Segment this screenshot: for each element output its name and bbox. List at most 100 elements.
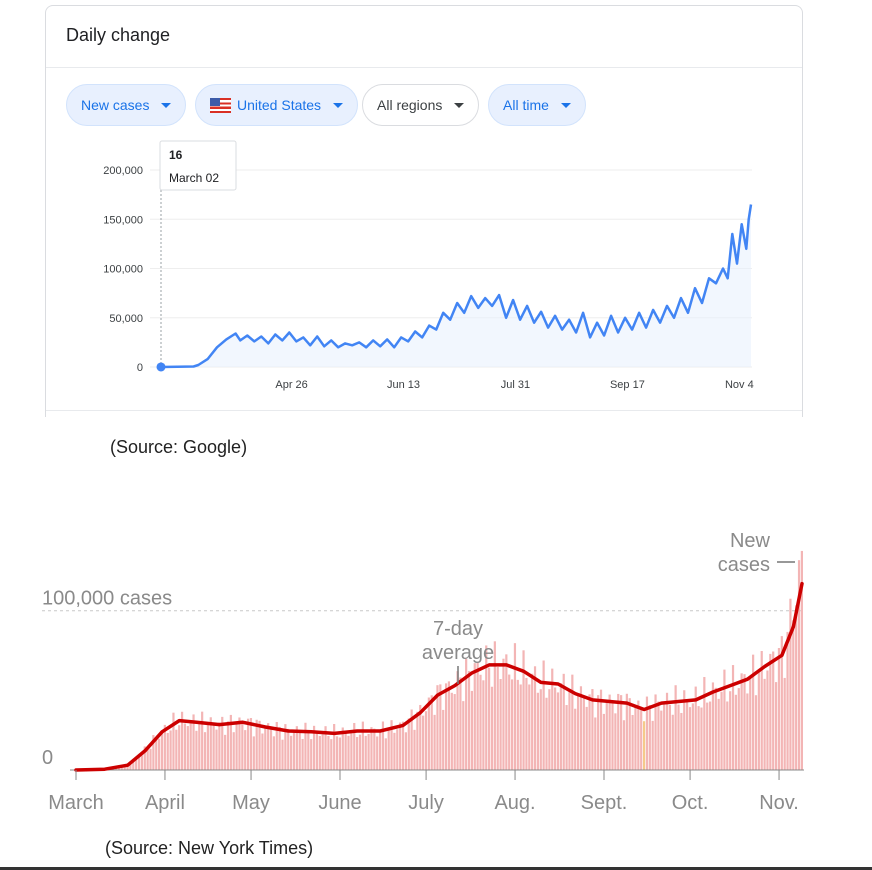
- daily-case-bar: [401, 721, 405, 770]
- daily-case-bar: [708, 701, 712, 770]
- daily-case-bar: [232, 732, 235, 770]
- daily-case-bar: [307, 732, 310, 770]
- daily-case-bar: [634, 706, 637, 770]
- daily-case-bar: [209, 717, 212, 770]
- daily-case-bar: [450, 692, 453, 770]
- daily-case-bar: [272, 736, 275, 770]
- daily-case-bar: [556, 692, 560, 770]
- daily-case-bar: [688, 707, 692, 770]
- daily-case-bar: [152, 735, 155, 770]
- daily-case-bar: [551, 668, 554, 770]
- daily-case-bar: [766, 670, 769, 770]
- daily-case-bar: [677, 704, 680, 770]
- daily-case-bar: [617, 693, 620, 770]
- daily-case-bar: [691, 703, 694, 770]
- average-annotation-line2: average: [422, 642, 494, 664]
- country-filter[interactable]: United States: [195, 84, 359, 126]
- daily-case-bar: [456, 671, 459, 770]
- daily-case-bar: [404, 732, 407, 770]
- daily-case-bar: [430, 695, 433, 770]
- daily-case-bar: [203, 732, 207, 770]
- x-tick-label: Nov.: [759, 792, 799, 814]
- daily-case-bar: [444, 683, 448, 770]
- daily-case-bar: [594, 717, 597, 770]
- daily-case-bar: [235, 722, 238, 770]
- daily-case-bar: [356, 737, 359, 770]
- daily-case-bar: [602, 713, 605, 770]
- daily-case-bar: [258, 720, 261, 770]
- daily-case-bar: [284, 724, 287, 770]
- bottom-rule: [0, 867, 872, 870]
- daily-case-bar: [175, 729, 178, 770]
- daily-case-bar: [318, 736, 321, 770]
- daily-case-bar: [169, 730, 172, 770]
- daily-case-bar: [427, 697, 430, 770]
- daily-case-bar: [246, 718, 250, 770]
- new-cases-filter[interactable]: New cases: [66, 84, 187, 126]
- daily-case-bar: [146, 749, 149, 770]
- daily-case-bar: [734, 694, 737, 770]
- daily-case-bar: [625, 693, 628, 770]
- daily-case-bar: [321, 734, 324, 770]
- daily-case-bar: [660, 710, 663, 770]
- daily-case-bar: [367, 733, 370, 770]
- daily-case-bar: [221, 716, 224, 770]
- y-tick-label: 50,000: [109, 313, 143, 325]
- card-bottom-divider: [46, 410, 802, 411]
- daily-case-bar: [393, 732, 396, 770]
- daily-case-bar: [275, 721, 278, 770]
- daily-case-bar: [579, 686, 583, 770]
- daily-case-bar: [192, 714, 195, 770]
- daily-case-bar: [800, 550, 803, 770]
- daily-case-bar: [364, 735, 367, 770]
- regions-filter[interactable]: All regions: [362, 84, 480, 126]
- daily-case-bar: [290, 735, 293, 770]
- daily-case-bar: [183, 723, 187, 770]
- daily-case-bar: [344, 730, 347, 770]
- daily-case-bar: [453, 694, 456, 770]
- daily-case-bar: [648, 705, 651, 770]
- daily-case-bar: [229, 714, 232, 770]
- time-filter[interactable]: All time: [488, 84, 586, 126]
- daily-case-bar: [697, 706, 700, 770]
- daily-case-bar: [373, 728, 376, 770]
- daily-case-bar: [338, 737, 341, 770]
- nyt-new-cases-chart: 100,000 cases 0 March April May June July Aug. S…: [42, 530, 804, 814]
- cases-annotation-line1: New: [730, 530, 771, 552]
- daily-case-bar: [281, 739, 284, 770]
- daily-case-bar: [335, 736, 339, 770]
- daily-case-bar: [505, 654, 508, 770]
- daily-case-bar: [407, 718, 410, 770]
- daily-case-bar: [439, 684, 442, 770]
- daily-case-bar: [178, 725, 181, 770]
- daily-change-chart[interactable]: 0 50,000 100,000 150,000 200,000 Apr 26 Jun 13…: [0, 130, 872, 400]
- daily-case-bar: [304, 722, 307, 770]
- daily-case-bar: [419, 704, 422, 770]
- daily-case-bar: [774, 682, 778, 770]
- daily-case-bar: [350, 733, 353, 770]
- x-tick-label: July: [408, 792, 444, 814]
- daily-case-bar: [539, 689, 542, 770]
- daily-case-bar: [264, 726, 267, 770]
- daily-case-bar: [413, 729, 416, 770]
- daily-case-bar: [763, 678, 766, 770]
- daily-case-bar: [160, 730, 164, 770]
- daily-case-bar: [416, 711, 419, 770]
- daily-case-bar: [295, 726, 298, 770]
- daily-case-bar: [310, 739, 313, 770]
- daily-case-bar: [135, 756, 138, 770]
- daily-case-bar: [628, 698, 631, 770]
- daily-case-bar: [622, 720, 626, 770]
- daily-case-bar: [387, 729, 390, 770]
- daily-case-bar: [519, 684, 522, 770]
- daily-case-bar: [729, 691, 732, 770]
- daily-case-bar: [315, 731, 319, 770]
- cases-annotation-line2: cases: [718, 554, 770, 576]
- daily-case-bar: [631, 714, 634, 770]
- daily-case-bar: [585, 706, 588, 770]
- daily-case-bar: [198, 724, 201, 770]
- daily-case-bar: [244, 730, 247, 770]
- daily-case-bar: [565, 705, 568, 770]
- daily-case-bar: [493, 641, 496, 770]
- daily-case-bar: [189, 720, 192, 770]
